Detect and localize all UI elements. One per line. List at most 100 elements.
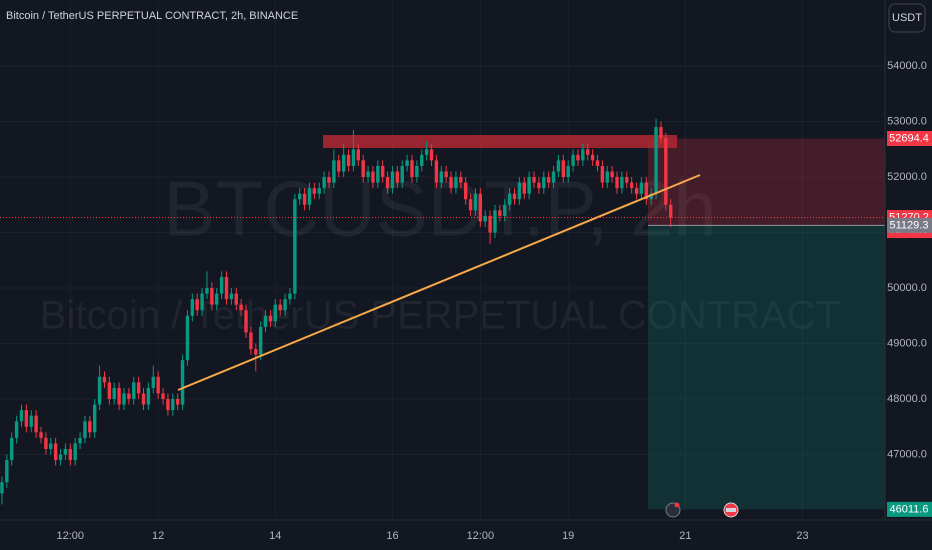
candle-body <box>410 160 414 178</box>
candle-body <box>268 315 273 322</box>
candle-body <box>639 182 644 194</box>
candle-body <box>132 382 136 400</box>
candle-body <box>429 149 434 161</box>
candles <box>0 118 673 505</box>
candle-body <box>171 399 175 411</box>
candle-body <box>542 177 546 189</box>
candle-body <box>117 387 121 405</box>
candle-body <box>493 210 497 233</box>
candle-body <box>459 177 463 183</box>
event-badge <box>674 502 680 508</box>
currency-label[interactable]: USDT <box>892 12 922 24</box>
candle-body <box>78 437 82 444</box>
candle-body <box>44 437 48 449</box>
candle-body <box>468 199 473 211</box>
candle-body <box>166 399 170 411</box>
candle-body <box>454 177 458 189</box>
candle-body <box>625 177 629 183</box>
candle-body <box>34 415 38 433</box>
x-tick-label: 19 <box>562 530 574 542</box>
candle-body <box>185 315 190 361</box>
candle-body <box>180 360 185 405</box>
candle-body <box>229 293 234 300</box>
candle-body <box>595 160 600 166</box>
candle-body <box>151 376 155 388</box>
x-tick-label: 21 <box>679 530 691 542</box>
candle-body <box>136 382 141 394</box>
candle-body <box>556 160 561 172</box>
candle-body <box>302 193 307 205</box>
candle-body <box>190 299 195 316</box>
candle-body <box>341 154 346 172</box>
candle-body <box>24 410 29 427</box>
candle-body <box>444 171 448 178</box>
candle-body <box>83 421 87 438</box>
candle-body <box>307 188 312 205</box>
candle-body <box>546 177 551 183</box>
candle-body <box>629 182 634 189</box>
candle-body <box>483 215 487 222</box>
y-tick-label: 50000.0 <box>887 282 927 294</box>
candle-body <box>322 177 326 189</box>
candle-body <box>102 376 107 383</box>
candle-body <box>58 454 63 461</box>
candle-body <box>654 127 658 194</box>
candle-body <box>312 188 317 194</box>
trend-line <box>177 174 701 391</box>
candle-body <box>517 182 522 200</box>
candle-body <box>156 376 160 394</box>
watermark-name: Bitcoin / TetherUS PERPETUAL CONTRACT <box>40 294 840 338</box>
candle-body <box>634 188 639 194</box>
candle-body <box>278 304 282 311</box>
candle-body <box>10 437 14 461</box>
candle-body <box>644 182 649 200</box>
candle-body <box>400 165 404 183</box>
candle-body <box>503 204 507 216</box>
candle-body <box>537 182 541 189</box>
candle-body <box>532 177 536 183</box>
position-zones <box>648 138 885 510</box>
candle-body <box>473 193 478 211</box>
event-icons <box>665 502 739 518</box>
price-tag-label: 46011.6 <box>890 503 929 515</box>
candle-body <box>210 288 214 305</box>
candle-body <box>361 160 365 178</box>
candle-body <box>498 210 502 216</box>
candle-body <box>351 149 356 166</box>
candle-body <box>561 160 566 178</box>
stop-zone <box>648 138 885 226</box>
price-tag <box>887 130 932 146</box>
price-tag <box>887 501 932 517</box>
candle-body <box>605 171 609 183</box>
candle-body <box>0 482 4 494</box>
y-tick-label: 52000.0 <box>887 171 927 183</box>
candle-body <box>376 165 380 183</box>
candle-body <box>385 177 390 189</box>
candle-body <box>551 171 556 183</box>
candle-body <box>478 193 483 222</box>
y-tick-label: 48000.0 <box>887 393 927 405</box>
candle-body <box>19 410 24 422</box>
currency-button[interactable] <box>888 3 926 33</box>
candle-body <box>507 193 512 205</box>
candle-body <box>73 443 77 461</box>
candle-body <box>219 276 224 294</box>
candle-body <box>420 154 424 166</box>
y-tick-label: 47000.0 <box>887 448 927 460</box>
candle-body <box>405 160 409 166</box>
candle-body <box>522 182 526 194</box>
candle-body <box>107 382 112 400</box>
x-tick-label: 16 <box>386 530 398 542</box>
candle-body <box>49 443 53 449</box>
candle-body <box>590 154 595 161</box>
candle-body <box>664 138 668 205</box>
price-tag-label: 51129.3 <box>890 219 929 231</box>
y-tick-label: 49000.0 <box>887 337 927 349</box>
candle-body <box>39 432 43 438</box>
candle-body <box>195 299 199 311</box>
candle-body <box>668 204 673 218</box>
candle-body <box>620 177 624 189</box>
candle-body <box>512 193 517 200</box>
candle-body <box>337 160 341 172</box>
y-tick-label: 54000.0 <box>887 60 927 72</box>
